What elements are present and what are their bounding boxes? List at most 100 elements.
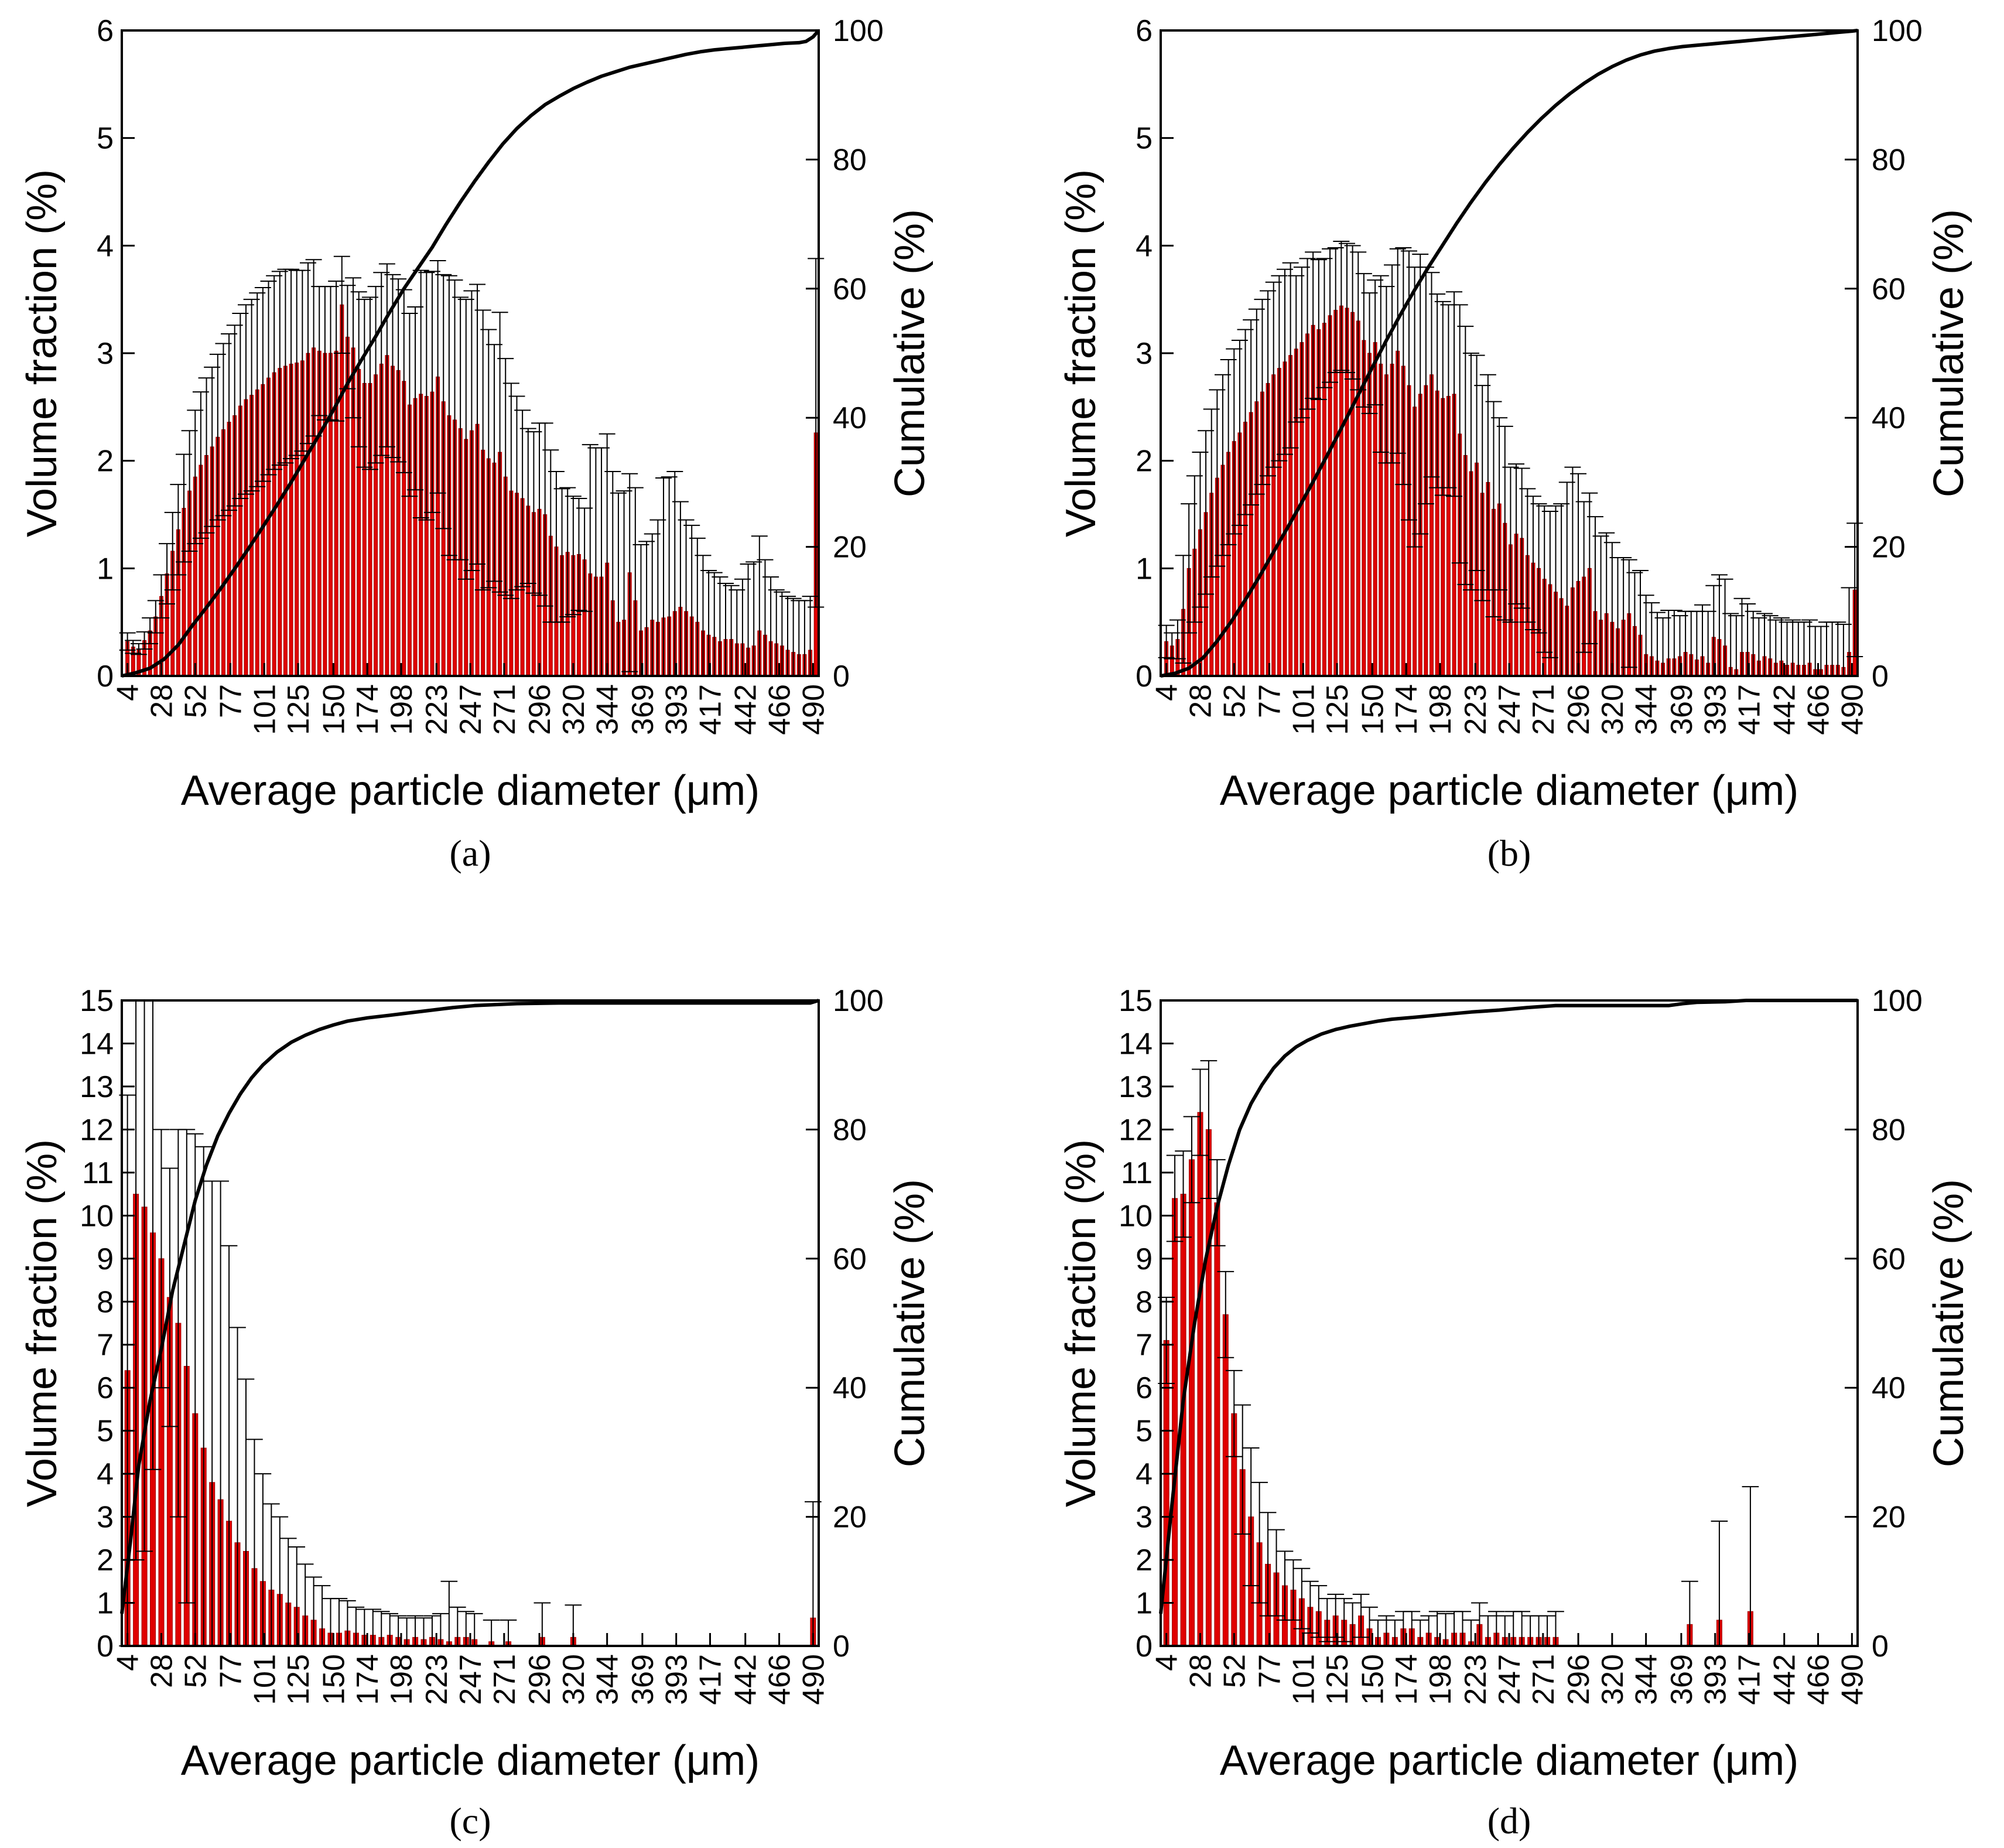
y-axis-title: Volume fraction (%) — [19, 169, 66, 537]
bar — [1197, 1112, 1203, 1647]
x-tick-label: 101 — [248, 684, 282, 735]
y-tick-label: 2 — [97, 1543, 114, 1577]
x-tick-label: 320 — [1596, 684, 1630, 735]
y-tick-label: 13 — [1119, 1070, 1153, 1104]
x-tick-label: 125 — [282, 684, 316, 735]
y2-tick-label: 80 — [1872, 1113, 1906, 1147]
x-tick-label: 344 — [591, 1654, 625, 1705]
cumulative-line — [1160, 29, 1858, 678]
x-tick-label: 320 — [557, 1654, 591, 1705]
y-tick-label: 0 — [97, 660, 114, 694]
x-tick-label: 198 — [1424, 684, 1458, 735]
x-tick-label: 150 — [1356, 1654, 1390, 1705]
x-tick-label: 271 — [1527, 684, 1561, 735]
x-tick-label: 296 — [1562, 1654, 1596, 1705]
x-tick-label: 393 — [1699, 684, 1733, 735]
x-tick-label: 198 — [385, 1654, 419, 1705]
x-tick-label: 466 — [1802, 1654, 1836, 1705]
x-tick-label: 320 — [557, 684, 591, 735]
y2-tick-label: 80 — [1872, 143, 1906, 177]
panel-caption: (d) — [1487, 1800, 1531, 1842]
cumulative-line — [121, 29, 820, 678]
x-tick-label: 52 — [179, 1654, 213, 1688]
x-tick-label: 490 — [796, 684, 830, 735]
plot-frame — [1160, 999, 1859, 1647]
x-tick-label: 417 — [694, 684, 728, 735]
y-tick-label: 3 — [97, 1501, 114, 1535]
y-axis-title: Volume fraction (%) — [1058, 1139, 1104, 1507]
x-tick-label: 247 — [454, 1654, 488, 1705]
y-tick-label: 6 — [97, 1371, 114, 1405]
x-tick-label: 174 — [351, 684, 385, 735]
y-tick-label: 12 — [1119, 1113, 1153, 1147]
x-tick-label: 296 — [523, 1654, 557, 1705]
bar — [340, 304, 344, 677]
y-tick-label: 1 — [1136, 552, 1153, 586]
y-tick-label: 6 — [97, 14, 114, 48]
y-tick-label: 12 — [80, 1113, 114, 1147]
x-tick-label: 442 — [1768, 1654, 1802, 1705]
x-tick-label: 344 — [1630, 1654, 1664, 1705]
x-tick-label: 466 — [763, 1654, 797, 1705]
x-axis-title: Average particle diameter (μm) — [1220, 1737, 1799, 1784]
y2-tick-label: 60 — [833, 272, 867, 306]
x-tick-label: 125 — [1321, 1654, 1355, 1705]
y-tick-label: 1 — [1136, 1587, 1153, 1621]
panel-caption: (b) — [1487, 832, 1531, 874]
x-tick-label: 150 — [1356, 684, 1390, 735]
x-tick-label: 223 — [420, 1654, 454, 1705]
y-tick-label: 4 — [97, 229, 114, 263]
x-tick-label: 393 — [660, 1654, 694, 1705]
x-tick-label: 101 — [248, 1654, 282, 1705]
y-tick-label: 4 — [1136, 1457, 1153, 1491]
x-tick-label: 223 — [1459, 1654, 1493, 1705]
x-tick-label: 442 — [729, 684, 763, 735]
x-tick-label: 417 — [1733, 684, 1767, 735]
x-tick-label: 28 — [145, 684, 179, 718]
y2-tick-label: 40 — [1872, 1371, 1906, 1405]
x-tick-label: 4 — [1150, 1654, 1184, 1671]
x-tick-label: 442 — [1768, 684, 1802, 735]
y2-tick-label: 100 — [833, 984, 884, 1018]
x-tick-label: 223 — [420, 684, 454, 735]
y-tick-label: 10 — [1119, 1199, 1153, 1233]
y-tick-label: 7 — [97, 1328, 114, 1362]
y2-tick-label: 0 — [833, 660, 850, 694]
y-tick-label: 2 — [1136, 445, 1153, 479]
bar — [1189, 1159, 1195, 1647]
panel-caption: (a) — [449, 832, 491, 874]
x-tick-label: 101 — [1287, 684, 1321, 735]
x-tick-label: 393 — [660, 684, 694, 735]
y2-tick-label: 20 — [833, 1501, 867, 1535]
x-tick-label: 490 — [1835, 684, 1869, 735]
x-axis-title: Average particle diameter (μm) — [181, 767, 760, 814]
x-axis-title: Average particle diameter (μm) — [1220, 767, 1799, 814]
bar — [1214, 1202, 1220, 1647]
cumulative-line — [1159, 999, 1858, 1614]
bar — [1222, 1314, 1229, 1647]
x-tick-label: 4 — [1150, 684, 1184, 701]
y2-axis-title: Cumulative (%) — [887, 209, 933, 497]
y-tick-label: 0 — [1136, 660, 1153, 694]
y-axis-title: Volume fraction (%) — [1058, 169, 1104, 537]
y2-axis-title: Cumulative (%) — [1926, 1179, 1972, 1467]
x-tick-label: 247 — [454, 684, 488, 735]
x-axis-title: Average particle diameter (μm) — [181, 1737, 760, 1784]
x-tick-label: 247 — [1493, 1654, 1527, 1705]
y-tick-label: 8 — [97, 1285, 114, 1319]
y-tick-label: 5 — [1136, 1415, 1153, 1449]
x-tick-label: 4 — [111, 1654, 145, 1671]
y-tick-label: 14 — [1119, 1027, 1153, 1061]
x-tick-label: 393 — [1699, 1654, 1733, 1705]
y-tick-label: 1 — [97, 552, 114, 586]
x-tick-label: 417 — [694, 1654, 728, 1705]
y-tick-label: 15 — [80, 984, 114, 1018]
x-tick-label: 490 — [796, 1654, 830, 1705]
x-tick-label: 77 — [1253, 684, 1287, 718]
y2-tick-label: 100 — [1872, 984, 1923, 1018]
y2-tick-label: 0 — [833, 1630, 850, 1663]
y-tick-label: 5 — [97, 122, 114, 156]
y2-tick-label: 80 — [833, 143, 867, 177]
